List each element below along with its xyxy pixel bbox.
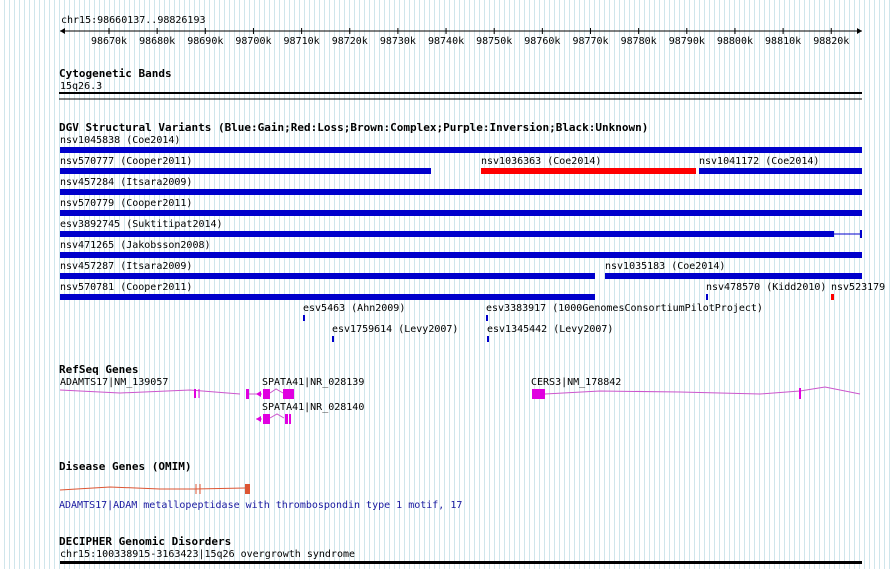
variant-bar bbox=[860, 230, 862, 238]
dgv-feature-label[interactable]: nsv523179 bbox=[831, 282, 886, 293]
gene-label[interactable]: CERS3|NM_178842 bbox=[531, 377, 622, 388]
variant-bar bbox=[60, 294, 595, 300]
dgv-feature-label[interactable]: esv5463 (Ahn2009) bbox=[303, 303, 406, 314]
dgv-feature-label[interactable]: nsv1045838 (Coe2014) bbox=[60, 135, 181, 146]
gene-label[interactable]: SPATA41|NR_028140 bbox=[262, 402, 365, 413]
variant-bar bbox=[60, 168, 431, 174]
strand-arrow-icon bbox=[256, 416, 261, 422]
ruler-tick-label: 98780k bbox=[620, 36, 657, 47]
gene-intron-line bbox=[269, 388, 284, 394]
omim-intron-line bbox=[59, 486, 246, 491]
ruler-tick-label: 98710k bbox=[283, 36, 320, 47]
variant-bar bbox=[60, 147, 862, 153]
variant-bar bbox=[60, 210, 862, 216]
ruler-tick-label: 98810k bbox=[765, 36, 802, 47]
dgv-feature-label[interactable]: esv1759614 (Levy2007) bbox=[332, 324, 459, 335]
dgv-feature-label[interactable]: esv3383917 (1000GenomesConsortiumPilotPr… bbox=[486, 303, 763, 314]
dgv-feature-label[interactable]: nsv471265 (Jakobsson2008) bbox=[60, 240, 211, 251]
strand-arrow-icon bbox=[256, 391, 261, 397]
gene-intron-line bbox=[269, 413, 285, 419]
omim-exon bbox=[245, 484, 250, 494]
variant-bar bbox=[831, 294, 834, 300]
variant-bar bbox=[332, 336, 334, 342]
variant-bar bbox=[699, 168, 862, 174]
variant-bar bbox=[60, 252, 862, 258]
ruler-tick-label: 98790k bbox=[668, 36, 705, 47]
gene-exon bbox=[246, 389, 249, 399]
gene-exon bbox=[285, 414, 288, 424]
dgv-feature-label[interactable]: nsv457287 (Itsara2009) bbox=[60, 261, 193, 272]
cytoband-label[interactable]: 15q26.3 bbox=[60, 81, 103, 92]
ruler-tick-label: 98740k bbox=[427, 36, 465, 47]
ruler-arrow-right-icon bbox=[857, 28, 862, 34]
variant-bar bbox=[486, 315, 488, 321]
gene-exon bbox=[263, 389, 270, 399]
ruler-tick-label: 98800k bbox=[716, 36, 753, 47]
ruler-tick-label: 98680k bbox=[139, 36, 176, 47]
dgv-feature-label[interactable]: esv3892745 (Suktitipat2014) bbox=[60, 219, 223, 230]
decipher-label[interactable]: chr15:100338915-3163423|15q26 overgrowth… bbox=[60, 549, 356, 560]
gene-exon bbox=[289, 414, 291, 424]
variant-bar bbox=[706, 294, 708, 300]
dgv-feature-label[interactable]: esv1345442 (Levy2007) bbox=[487, 324, 614, 335]
dgv-feature-label[interactable]: nsv570779 (Cooper2011) bbox=[60, 198, 193, 209]
track-title-omim: Disease Genes (OMIM) bbox=[59, 460, 192, 473]
ruler-arrow-left-icon bbox=[60, 28, 65, 34]
gene-label[interactable]: ADAMTS17|NM_139057 bbox=[60, 377, 169, 388]
track-title-cytoband: Cytogenetic Bands bbox=[59, 67, 172, 80]
track-title-dgv: DGV Structural Variants (Blue:Gain;Red:L… bbox=[59, 121, 649, 134]
variant-bar bbox=[481, 168, 696, 174]
dgv-feature-label[interactable]: nsv570777 (Cooper2011) bbox=[60, 156, 193, 167]
gene-label[interactable]: SPATA41|NR_028139 bbox=[262, 377, 365, 388]
ruler-tick-label: 98760k bbox=[524, 36, 561, 47]
ruler-tick-label: 98820k bbox=[813, 36, 850, 47]
dgv-feature-label[interactable]: nsv1035183 (Coe2014) bbox=[605, 261, 726, 272]
decipher-bar bbox=[60, 561, 862, 564]
variant-bar bbox=[60, 231, 834, 237]
ruler-tick-label: 98770k bbox=[572, 36, 609, 47]
dgv-feature-label[interactable]: nsv478570 (Kidd2010) bbox=[706, 282, 827, 293]
track-title-refseq: RefSeq Genes bbox=[59, 363, 139, 376]
ruler-tick-label: 98670k bbox=[90, 36, 128, 47]
ruler-tick-label: 98690k bbox=[187, 36, 224, 47]
position-label: chr15:98660137..98826193 bbox=[61, 15, 206, 26]
gene-intron-line bbox=[544, 386, 861, 395]
gene-exon bbox=[532, 389, 545, 399]
dgv-feature-label[interactable]: nsv1041172 (Coe2014) bbox=[699, 156, 820, 167]
ruler-tick-label: 98750k bbox=[476, 36, 513, 47]
variant-bar bbox=[60, 189, 862, 195]
dgv-feature-label[interactable]: nsv1036363 (Coe2014) bbox=[481, 156, 602, 167]
variant-bar bbox=[303, 315, 305, 321]
gene-exon bbox=[283, 389, 294, 399]
dgv-feature-label[interactable]: nsv570781 (Cooper2011) bbox=[60, 282, 193, 293]
gene-intron-line bbox=[59, 389, 241, 395]
omim-gene-label[interactable]: ADAMTS17|ADAM metallopeptidase with thro… bbox=[59, 500, 463, 511]
gene-exon bbox=[263, 414, 270, 424]
ruler-tick-label: 98720k bbox=[331, 36, 368, 47]
track-title-decipher: DECIPHER Genomic Disorders bbox=[59, 535, 232, 548]
variant-bar bbox=[487, 336, 489, 342]
dgv-feature-label[interactable]: nsv457284 (Itsara2009) bbox=[60, 177, 193, 188]
variant-bar bbox=[605, 273, 862, 279]
ruler-tick-label: 98730k bbox=[379, 36, 416, 47]
ruler-tick-label: 98700k bbox=[235, 36, 272, 47]
variant-bar bbox=[60, 273, 595, 279]
